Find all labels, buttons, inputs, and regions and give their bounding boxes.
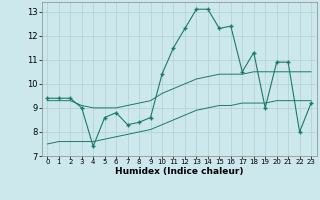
X-axis label: Humidex (Indice chaleur): Humidex (Indice chaleur)	[115, 167, 244, 176]
